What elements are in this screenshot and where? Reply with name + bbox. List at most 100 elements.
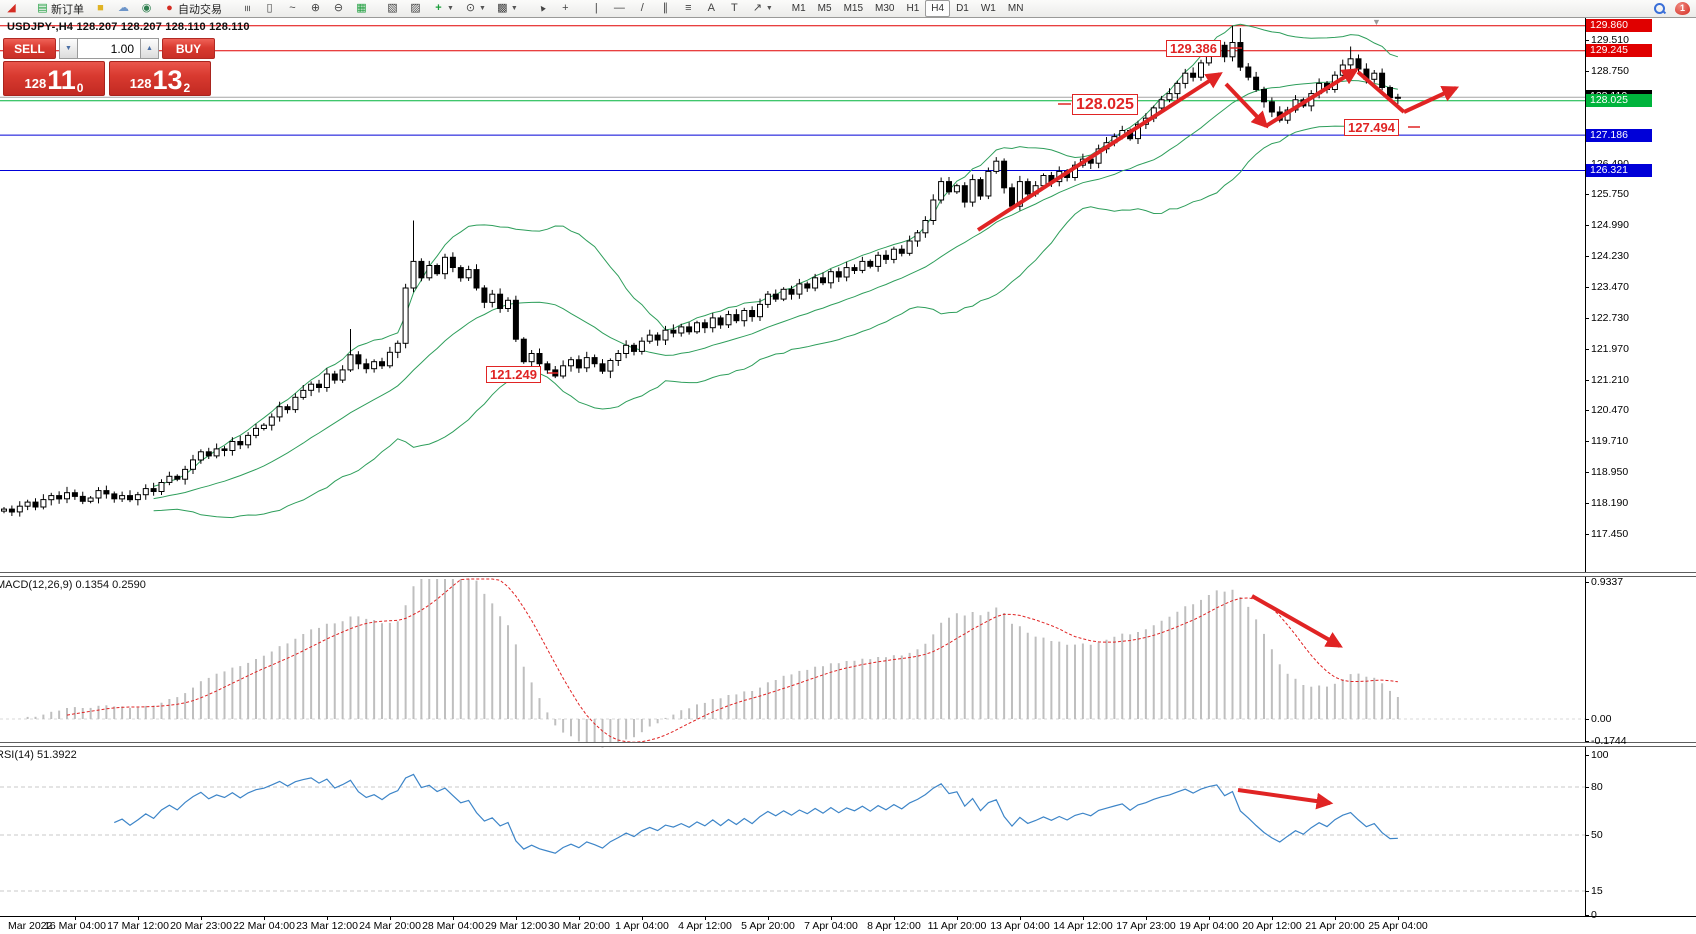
trendline-icon[interactable]: / [632, 0, 653, 17]
main-macd-separator[interactable] [0, 572, 1696, 577]
price-badge[interactable]: 129.860 [1586, 19, 1652, 32]
vertical-line-icon-glyph: | [594, 2, 598, 14]
price-tick-mark [1585, 380, 1589, 381]
tile-windows-icon[interactable]: ▦ [351, 0, 372, 17]
chart-shift-marker[interactable]: ▼ [1372, 17, 1381, 27]
indicators-icon[interactable]: + ▼ [428, 0, 458, 17]
time-tick-mark [1272, 916, 1273, 920]
sell-button[interactable]: SELL [3, 38, 56, 59]
trend-arrows[interactable] [548, 47, 1460, 810]
time-tick-mark [327, 916, 328, 920]
clipped-icon[interactable]: ◢ [1, 0, 22, 17]
horizontal-line-icon[interactable]: — [609, 0, 630, 17]
timeframe-d1[interactable]: D1 [956, 3, 969, 14]
price-tick-label: 124.230 [1591, 250, 1629, 262]
time-axis-label: 17 Apr 23:00 [1116, 920, 1176, 932]
buy-price-pips: 13 [152, 65, 183, 95]
timeframe-m30[interactable]: M30 [875, 3, 895, 14]
price-tick-label: 120.470 [1591, 404, 1629, 416]
templates-icon[interactable]: ▩ ▼ [492, 0, 522, 17]
new-order-button[interactable]: ▤ 新订单 [32, 0, 88, 17]
macd-tick-label: 0.9337 [1591, 576, 1624, 588]
price-tick-mark [1585, 410, 1589, 411]
time-tick-mark [579, 916, 580, 920]
rsi-tick-label: 50 [1591, 829, 1603, 841]
crosshair-icon[interactable]: + [555, 0, 576, 17]
price-annotation[interactable]: 121.249 [486, 366, 541, 383]
timeframe-m15[interactable]: M15 [843, 3, 864, 14]
time-tick-mark [453, 916, 454, 920]
price-tick-label: 119.710 [1591, 435, 1629, 447]
line-chart-icon[interactable]: ~ [282, 0, 303, 17]
notifications-icon[interactable]: 1 [1675, 2, 1690, 15]
price-annotation[interactable]: 128.025 [1072, 94, 1138, 115]
horizontal-line-icon-glyph: — [613, 2, 625, 14]
profile-icon[interactable]: ▧ [382, 0, 403, 17]
templates-icon-dropdown[interactable]: ▼ [510, 5, 518, 12]
time-tick-mark [768, 916, 769, 920]
vertical-line-icon[interactable]: | [586, 0, 607, 17]
horizontal-lines[interactable] [0, 25, 1585, 171]
autotrading-button[interactable]: ● 自动交易 [159, 0, 226, 17]
time-axis-label: 25 Apr 04:00 [1368, 920, 1428, 932]
time-axis-label: 20 Mar 23:00 [170, 920, 232, 932]
time-tick-mark [957, 916, 958, 920]
timeframe-h4[interactable]: H4 [925, 0, 951, 17]
price-tick-mark [1585, 472, 1589, 473]
time-axis-label: 5 Apr 20:00 [741, 920, 795, 932]
search-icon[interactable] [1654, 3, 1667, 15]
price-badge[interactable]: 127.186 [1586, 129, 1652, 142]
macd-rsi-separator[interactable] [0, 742, 1696, 747]
price-badge[interactable]: 129.245 [1586, 44, 1652, 57]
price-tick-mark [1585, 225, 1589, 226]
signal-icon[interactable]: ◉ [136, 0, 157, 17]
periods-icon-dropdown[interactable]: ▼ [478, 5, 486, 12]
trendline-icon-glyph: / [640, 2, 644, 14]
periods-icon[interactable]: ⊙ ▼ [460, 0, 490, 17]
channel-icon[interactable]: ∥ [655, 0, 676, 17]
macd-tick-mark [1585, 582, 1589, 583]
timeframe-mn[interactable]: MN [1007, 3, 1024, 14]
volume-input[interactable] [78, 38, 140, 59]
cloud-icon[interactable]: ☁ [113, 0, 134, 17]
text-icon[interactable]: A [701, 0, 722, 17]
time-tick-mark [516, 916, 517, 920]
text-label-icon[interactable]: T [724, 0, 745, 17]
price-tick-label: 129.510 [1591, 34, 1629, 46]
price-annotation[interactable]: 129.386 [1166, 40, 1221, 57]
price-axis-line [1585, 18, 1586, 916]
rsi-indicator [0, 773, 1585, 892]
price-badge[interactable]: 128.025 [1586, 94, 1652, 107]
timeframe-w1[interactable]: W1 [980, 3, 996, 14]
buy-button[interactable]: BUY [162, 38, 215, 59]
indicators-icon-dropdown[interactable]: ▼ [447, 5, 454, 12]
fibonacci-icon[interactable]: ≡ [678, 0, 699, 17]
rsi-tick-mark [1585, 787, 1589, 788]
price-annotation[interactable]: 127.494 [1344, 119, 1399, 136]
profile2-icon[interactable]: ▨ [405, 0, 426, 17]
arrows-tool-icon-dropdown[interactable]: ▼ [765, 5, 773, 12]
sell-price-point: 0 [76, 81, 84, 95]
zoom-out-icon-glyph: ⊖ [333, 2, 344, 14]
price-badge[interactable]: 126.321 [1586, 164, 1652, 177]
macd-tick-label: -0.1744 [1591, 735, 1627, 747]
timeframe-m5[interactable]: M5 [817, 3, 832, 14]
zoom-in-icon[interactable]: ⊕ [305, 0, 326, 17]
timeframe-h1[interactable]: H1 [906, 3, 920, 14]
zoom-in-icon-glyph: ⊕ [310, 2, 321, 14]
timeframe-m1[interactable]: M1 [791, 3, 806, 14]
zoom-out-icon[interactable]: ⊖ [328, 0, 349, 17]
buy-price-tile[interactable]: 128 13 2 [109, 61, 211, 96]
volume-increase-button[interactable]: ▲ [140, 38, 159, 59]
volume-decrease-button[interactable]: ▼ [59, 38, 78, 59]
sell-price-tile[interactable]: 128 11 0 [3, 61, 105, 96]
rsi-tick-label: 80 [1591, 781, 1603, 793]
candlestick-chart-icon[interactable]: ▯ [259, 0, 280, 17]
price-tick-label: 123.470 [1591, 281, 1629, 293]
navigator-icon[interactable]: ■ [90, 0, 111, 17]
price-tick-mark [1585, 71, 1589, 72]
arrows-tool-icon[interactable]: ↗ ▼ [747, 0, 777, 17]
price-tick-label: 122.730 [1591, 312, 1629, 324]
price-tick-mark [1585, 349, 1589, 350]
time-tick-mark [1398, 916, 1399, 920]
